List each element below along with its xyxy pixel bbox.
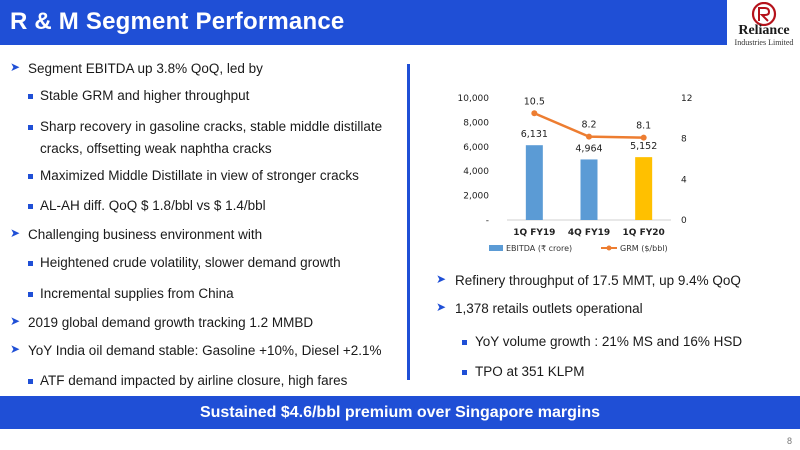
column-divider (407, 64, 410, 380)
grm-point (586, 133, 592, 140)
ebitda-data-labels: 6,131 4,964 5,152 (521, 129, 658, 154)
square-bullet-icon (28, 379, 33, 384)
y-tick-label: 2,000 (463, 192, 489, 202)
legend-bar-swatch (489, 245, 503, 251)
y2-axis-ticks: 0 4 8 12 (681, 94, 692, 226)
sub-bullet-text: Maximized Middle Distillate in view of s… (40, 168, 359, 183)
sub-bullet-continuation: cracks, offsetting weak naphtha cracks (40, 141, 272, 156)
y-axis-ticks: - 2,000 4,000 6,000 8,000 10,000 (458, 94, 490, 226)
y2-tick-label: 0 (681, 216, 687, 226)
arrow-bullet-icon: ➤ (10, 60, 21, 74)
sub-bullet-text: AL-AH diff. QoQ $ 1.8/bbl vs $ 1.4/bbl (40, 198, 266, 213)
page-number: 8 (786, 436, 792, 446)
square-bullet-icon (28, 174, 33, 179)
sub-bullet-text: YoY volume growth : 21% MS and 16% HSD (475, 334, 743, 349)
ebitda-bar (635, 157, 653, 220)
logo-subtitle-text: Industries Limited (734, 38, 794, 47)
ebitda-value-label: 4,964 (575, 143, 602, 154)
y-tick-label: 6,000 (463, 143, 489, 153)
banner-text: Sustained $4.6/bbl premium over Singapor… (199, 404, 601, 421)
square-bullet-icon (28, 94, 33, 99)
sub-bullet-text: Sharp recovery in gasoline cracks, stabl… (40, 119, 383, 134)
arrow-bullet-icon: ➤ (10, 314, 21, 328)
legend-ebitda-label: EBITDA (₹ crore) (506, 244, 572, 253)
sub-bullet-text: Incremental supplies from China (40, 286, 234, 301)
y-tick-label: - (486, 216, 489, 226)
bullet-text: Challenging business environment with (28, 227, 263, 242)
grm-point (640, 134, 647, 141)
reliance-logo: Reliance Industries Limited (731, 2, 797, 50)
arrow-bullet-icon: ➤ (436, 300, 447, 314)
x-tick-label: 4Q FY19 (568, 228, 610, 238)
ebitda-bars (525, 145, 653, 220)
square-bullet-icon (28, 261, 33, 266)
ebitda-bar (580, 159, 598, 220)
ebitda-bar (525, 145, 543, 220)
grm-value-label: 10.5 (524, 96, 545, 107)
grm-line-series: 10.5 8.2 8.1 (524, 96, 651, 141)
logo-brand-text: Reliance (738, 23, 790, 38)
bullet-text: Refinery throughput of 17.5 MMT, up 9.4%… (455, 273, 741, 288)
x-axis-labels: 1Q FY19 4Q FY19 1Q FY20 (513, 228, 665, 238)
square-bullet-icon (28, 292, 33, 297)
grm-value-label: 8.2 (581, 120, 596, 131)
sub-bullet-text: Heightened crude volatility, slower dema… (40, 255, 341, 270)
y-tick-label: 4,000 (463, 167, 489, 177)
square-bullet-icon (28, 125, 33, 130)
grm-point (531, 110, 538, 117)
y2-tick-label: 12 (681, 94, 692, 104)
y-tick-label: 8,000 (463, 118, 489, 128)
y2-tick-label: 8 (681, 135, 687, 145)
sub-bullet-text: Stable GRM and higher throughput (40, 88, 250, 103)
arrow-bullet-icon: ➤ (10, 226, 21, 240)
grm-value-label: 8.1 (636, 121, 651, 132)
sub-bullet-text: ATF demand impacted by airline closure, … (40, 373, 348, 388)
square-bullet-icon (28, 204, 33, 209)
legend-line-marker (606, 245, 612, 251)
summary-banner: Sustained $4.6/bbl premium over Singapor… (0, 396, 800, 429)
page-title: R & M Segment Performance (10, 8, 345, 35)
header-bar: R & M Segment Performance (0, 0, 727, 45)
bullet-text: YoY India oil demand stable: Gasoline +1… (28, 343, 382, 358)
sub-bullet-text: TPO at 351 KLPM (475, 364, 585, 379)
ebitda-grm-chart: - 2,000 4,000 6,000 8,000 10,000 0 4 8 12 6,131 4… (458, 94, 693, 253)
ebitda-value-label: 6,131 (521, 129, 548, 140)
square-bullet-icon (462, 340, 467, 345)
arrow-bullet-icon: ➤ (10, 342, 21, 356)
x-tick-label: 1Q FY19 (513, 228, 555, 238)
chart-legend: EBITDA (₹ crore) GRM ($/bbl) (489, 244, 668, 253)
bullet-text: 1,378 retails outlets operational (455, 301, 643, 316)
y2-tick-label: 4 (681, 175, 687, 185)
y-tick-label: 10,000 (458, 94, 490, 104)
legend-grm-label: GRM ($/bbl) (620, 244, 668, 253)
bullet-text: 2019 global demand growth tracking 1.2 M… (28, 315, 314, 330)
arrow-bullet-icon: ➤ (436, 272, 447, 286)
square-bullet-icon (462, 370, 467, 375)
x-tick-label: 1Q FY20 (623, 228, 665, 238)
ebitda-value-label: 5,152 (630, 141, 657, 152)
reliance-emblem-icon (751, 2, 777, 26)
bullet-text: Segment EBITDA up 3.8% QoQ, led by (28, 61, 263, 76)
